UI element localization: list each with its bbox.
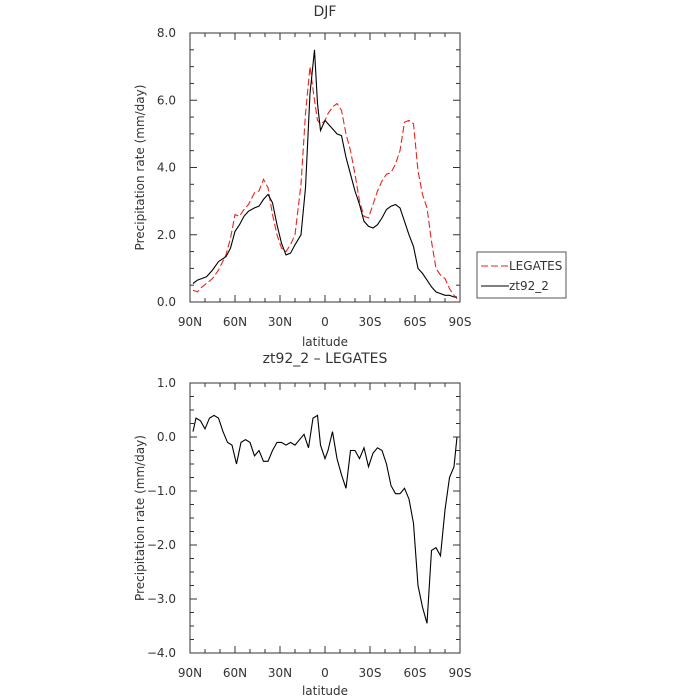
plot-frame <box>189 382 461 654</box>
chart-title: DJF <box>314 4 337 20</box>
chart-difference: zt92_2 – LEGATES 90N 60N 30N 0 30S 60S 90S −4.0… <box>133 351 471 698</box>
chart-djf: DJF 90N 60N 30N 0 30S 60S 90S 0.0 2.0 4.0 6.0 8.0 l… <box>133 4 567 349</box>
y-tick-label: −3.0 <box>147 592 176 606</box>
y-tick-label: 4.0 <box>157 161 176 175</box>
series-line-zt92-2 <box>192 49 457 298</box>
x-axis-label: latitude <box>302 684 348 698</box>
x-tick-label: 30N <box>268 666 292 680</box>
y-tick-label: −4.0 <box>147 646 176 660</box>
chart-title: zt92_2 – LEGATES <box>263 351 388 367</box>
legend-box <box>476 251 567 299</box>
x-tick-label: 90S <box>449 666 472 680</box>
y-axis-label: Precipitation rate (mm/day) <box>133 85 147 251</box>
y-tick-label: 0.0 <box>157 295 176 309</box>
axis-ticks: 90N 60N 30N 0 30S 60S 90S −4.0 −3.0 −2.0 −1.0 0.0 1.… <box>147 376 472 680</box>
series-lines <box>192 49 458 299</box>
y-tick-label: 8.0 <box>157 26 176 40</box>
x-tick-label: 30S <box>359 666 382 680</box>
x-tick-label: 60N <box>223 315 247 329</box>
legend-label-legates: LEGATES <box>509 259 562 273</box>
x-tick-label: 0 <box>321 666 329 680</box>
x-tick-label: 0 <box>321 315 329 329</box>
y-axis-label: Precipitation rate (mm/day) <box>133 435 147 601</box>
y-tick-label: 1.0 <box>157 376 176 390</box>
y-tick-label: 6.0 <box>157 93 176 107</box>
series-lines <box>192 414 458 624</box>
x-tick-label: 60S <box>404 315 427 329</box>
y-tick-label: 0.0 <box>157 430 176 444</box>
x-tick-label: 90N <box>178 666 202 680</box>
legend-label-zt92-2: zt92_2 <box>509 279 549 293</box>
axis-ticks: 90N 60N 30N 0 30S 60S 90S 0.0 2.0 4.0 6.0 8.0 <box>157 26 472 329</box>
x-tick-label: 90S <box>449 315 472 329</box>
series-line-legates <box>192 66 458 299</box>
y-tick-label: 2.0 <box>157 228 176 242</box>
plot-frame <box>189 32 461 303</box>
legend: LEGATES zt92_2 <box>476 251 567 299</box>
x-tick-label: 90N <box>178 315 202 329</box>
x-tick-label: 30S <box>359 315 382 329</box>
series-line-difference <box>192 414 458 624</box>
x-tick-label: 60S <box>404 666 427 680</box>
y-tick-label: −2.0 <box>147 538 176 552</box>
x-axis-label: latitude <box>302 335 348 349</box>
x-tick-label: 60N <box>223 666 247 680</box>
x-tick-label: 30N <box>268 315 292 329</box>
y-tick-label: −1.0 <box>147 484 176 498</box>
